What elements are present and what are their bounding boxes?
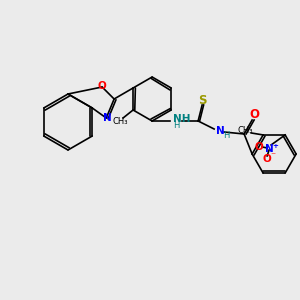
Text: CH₃: CH₃ [112,116,128,125]
Text: O: O [98,81,106,91]
Text: H: H [173,121,179,130]
Text: CH₃: CH₃ [237,126,253,135]
Text: O: O [255,142,263,152]
Text: N: N [103,113,112,123]
Text: O: O [263,154,272,164]
Text: NH: NH [173,114,190,124]
Text: ⁻: ⁻ [271,151,276,161]
Text: N: N [216,126,225,136]
Text: H: H [223,131,230,140]
Text: N: N [265,144,274,154]
Text: S: S [198,94,206,106]
Text: +: + [272,143,278,149]
Text: O: O [249,109,259,122]
